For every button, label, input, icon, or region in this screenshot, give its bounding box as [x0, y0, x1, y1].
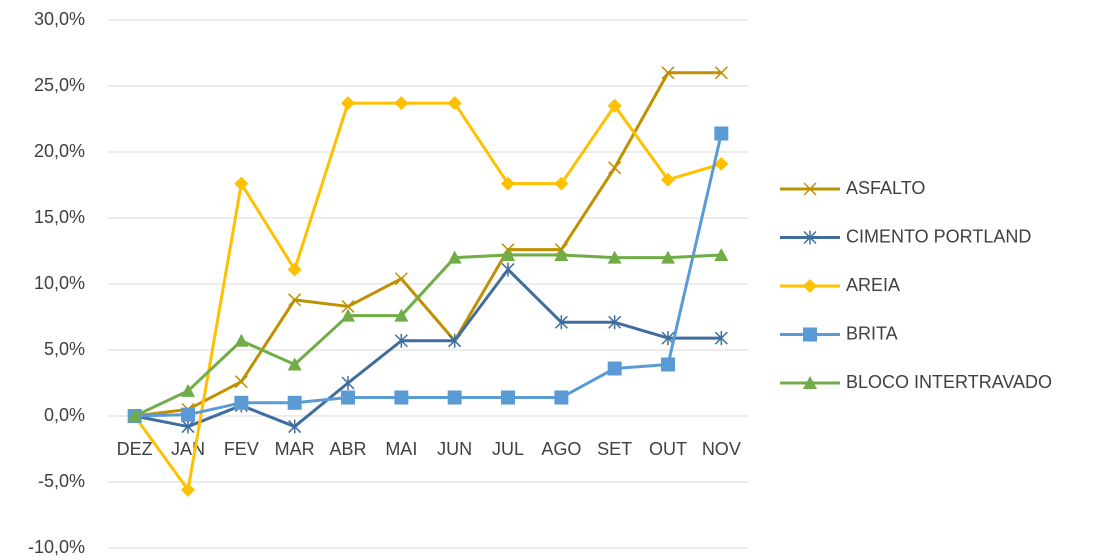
- x-tick-label: JUN: [437, 439, 472, 459]
- data-point: [288, 293, 302, 307]
- data-point: [394, 390, 409, 405]
- data-point: [287, 262, 302, 277]
- data-point: [714, 156, 729, 171]
- y-tick-label: 30,0%: [34, 9, 85, 29]
- y-tick-label: 15,0%: [34, 207, 85, 227]
- data-point: [608, 161, 622, 175]
- x-tick-label: OUT: [649, 439, 687, 459]
- data-point: [448, 333, 462, 348]
- legend-marker: [803, 230, 817, 245]
- data-point: [394, 333, 408, 348]
- legend-label: BLOCO INTERTRAVADO: [846, 372, 1052, 392]
- data-point: [608, 315, 622, 330]
- x-tick-label: AGO: [541, 439, 581, 459]
- legend-label: ASFALTO: [846, 178, 925, 198]
- data-point: [234, 375, 248, 389]
- data-point: [341, 308, 355, 322]
- x-tick-label: ABR: [329, 439, 366, 459]
- data-point: [501, 262, 515, 277]
- data-point: [341, 96, 355, 111]
- data-point: [714, 126, 729, 141]
- data-point: [234, 333, 249, 347]
- data-point: [447, 96, 462, 111]
- data-point: [287, 357, 302, 371]
- data-point: [501, 247, 515, 261]
- data-point: [661, 357, 675, 372]
- data-point: [394, 272, 408, 286]
- data-point: [447, 390, 462, 405]
- x-tick-label: NOV: [702, 439, 741, 459]
- data-point: [661, 250, 675, 264]
- data-point: [341, 390, 355, 405]
- x-tick-label: JUL: [492, 439, 524, 459]
- data-point: [234, 395, 249, 410]
- series-line: [134, 71, 722, 418]
- y-tick-label: 20,0%: [34, 141, 85, 161]
- data-point: [181, 383, 195, 397]
- y-tick-label: 25,0%: [34, 75, 85, 95]
- legend-marker: [803, 327, 817, 342]
- data-point: [607, 98, 622, 113]
- legend-label: BRITA: [846, 323, 898, 343]
- series-line: [134, 133, 723, 418]
- data-point: [341, 299, 355, 313]
- series-line: [134, 267, 722, 429]
- legend-marker: [803, 376, 817, 389]
- data-point: [181, 407, 195, 422]
- x-tick-label: DEZ: [117, 439, 153, 459]
- data-point: [714, 247, 729, 261]
- legend-marker: [803, 182, 817, 196]
- data-point: [661, 66, 675, 80]
- x-tick-label: FEV: [224, 439, 259, 459]
- data-point: [234, 176, 249, 191]
- data-point: [394, 96, 409, 111]
- data-point: [181, 482, 195, 497]
- data-point: [287, 395, 302, 410]
- data-point: [607, 361, 622, 376]
- data-point: [714, 331, 728, 346]
- y-tick-label: -10,0%: [28, 537, 85, 557]
- legend-marker: [803, 279, 817, 293]
- data-point: [554, 390, 569, 405]
- data-point: [127, 409, 142, 422]
- x-tick-label: SET: [597, 439, 632, 459]
- legend-label: CIMENTO PORTLAND: [846, 226, 1031, 246]
- legend-label: AREIA: [846, 275, 900, 295]
- y-tick-label: 10,0%: [34, 273, 85, 293]
- series-line: [134, 253, 722, 418]
- data-point: [554, 247, 569, 261]
- series-line: [133, 101, 722, 492]
- data-point: [554, 176, 569, 191]
- data-point: [607, 250, 622, 264]
- y-tick-label: 5,0%: [44, 339, 85, 359]
- data-point: [661, 172, 675, 187]
- x-tick-label: MAR: [275, 439, 315, 459]
- x-tick-label: MAI: [385, 439, 417, 459]
- x-tick-label: JAN: [171, 439, 205, 459]
- data-point: [554, 315, 568, 330]
- y-tick-label: -5,0%: [38, 471, 85, 491]
- y-tick-label: 0,0%: [44, 405, 85, 425]
- data-point: [501, 390, 515, 405]
- data-point: [447, 250, 462, 264]
- data-point: [501, 176, 515, 191]
- data-point: [341, 376, 355, 390]
- data-point: [714, 66, 728, 80]
- data-point: [181, 419, 195, 434]
- data-point: [394, 308, 409, 322]
- data-point: [288, 419, 302, 434]
